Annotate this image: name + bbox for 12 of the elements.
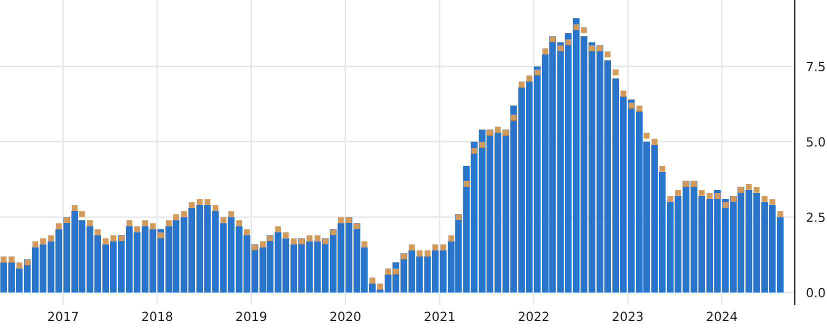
x-tick-label: 2021 [424, 312, 454, 322]
x-tick-label: 2018 [142, 312, 172, 322]
y-tick-label: 5.0 [806, 137, 825, 147]
x-tick-label: 2022 [518, 312, 548, 322]
y-tick-label: 7.5 [806, 62, 825, 72]
x-tick-label: 2024 [706, 312, 738, 322]
y-tick-label: 2.5 [806, 212, 825, 222]
x-tick-label: 2023 [612, 312, 643, 322]
y-tick-label: 0.0 [806, 288, 825, 298]
x-tick-label: 2017 [48, 312, 78, 322]
x-tick-label: 2019 [236, 312, 266, 322]
x-tick-label: 2020 [330, 312, 360, 322]
